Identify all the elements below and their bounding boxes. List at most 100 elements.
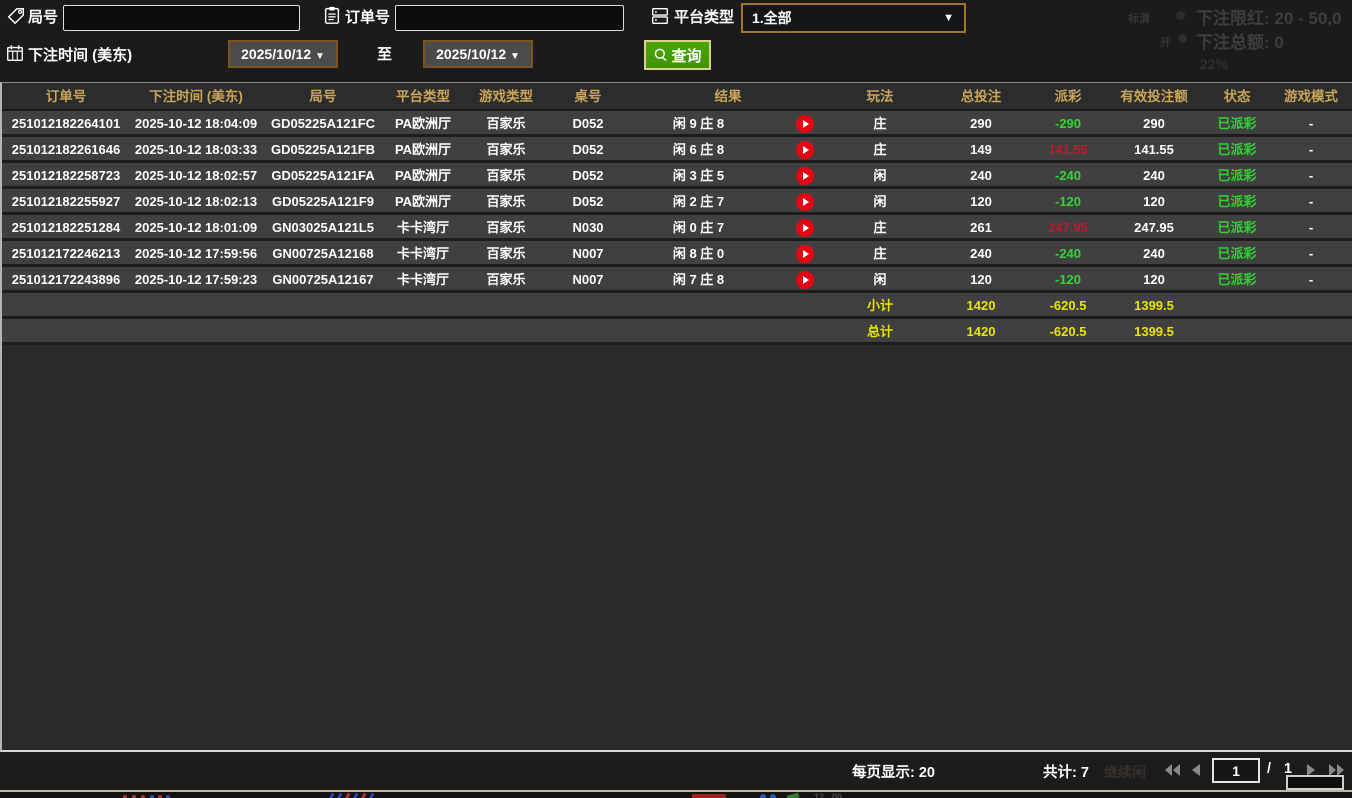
cell-result: 闲 8 庄 0 — [626, 241, 830, 267]
cell-bet-time: 2025-10-12 18:01:09 — [134, 220, 258, 235]
cell-status: 已派彩 — [1217, 142, 1257, 157]
replay-video-icon[interactable] — [796, 193, 814, 211]
cell-payout: -290 — [1054, 116, 1082, 131]
cell-round-id: GD05225A121FC — [270, 116, 376, 131]
table-row: 251012182255927 2025-10-12 18:02:13 GD05… — [2, 189, 1352, 215]
cell-payout: -240 — [1054, 168, 1082, 183]
cell-game-mode: - — [1308, 246, 1314, 261]
cell-game-mode: - — [1308, 116, 1314, 131]
cell-game-mode: - — [1308, 142, 1314, 157]
background-on-label: 开 — [1160, 37, 1171, 49]
cell-order-id: 251012182251284 — [11, 220, 121, 235]
round-number-input[interactable] — [63, 5, 300, 31]
cell-payout: -240 — [1054, 246, 1082, 261]
date-to-picker[interactable]: 2025/10/12 ▼ — [423, 40, 533, 68]
page-total: 1 — [1284, 761, 1293, 777]
last-page-icon[interactable] — [1328, 763, 1346, 777]
date-from-picker[interactable]: 2025/10/12 ▼ — [228, 40, 338, 68]
first-page-icon[interactable] — [1163, 763, 1181, 777]
cell-result: 闲 0 庄 7 — [626, 215, 830, 241]
orders-table: 订单号 下注时间 (美东) 局号 平台类型 游戏类型 桌号 结果 玩法 总投注 … — [0, 82, 1352, 752]
next-page-icon[interactable] — [1305, 763, 1317, 777]
query-button[interactable]: 查询 — [644, 40, 711, 70]
cell-valid-bet: 120 — [1143, 272, 1165, 287]
roadmap-bead-icon — [150, 795, 154, 798]
cell-payout: 247.95 — [1048, 220, 1088, 235]
cell-bet-time: 2025-10-12 18:02:57 — [134, 168, 258, 183]
col-header-play: 玩法 — [866, 89, 894, 104]
cell-platform: PA欧洲厅 — [394, 142, 452, 157]
platform-type-label: 平台类型 — [674, 9, 735, 26]
prev-page-icon[interactable] — [1190, 763, 1202, 777]
cell-total-bet: 290 — [970, 116, 992, 131]
replay-video-icon[interactable] — [796, 167, 814, 185]
cell-platform: 卡卡湾厅 — [396, 220, 449, 235]
order-number-label: 订单号 — [345, 9, 391, 26]
cell-order-id: 251012182258723 — [11, 168, 121, 183]
cell-valid-bet: 290 — [1143, 116, 1165, 131]
cell-game-mode: - — [1308, 272, 1314, 287]
cell-order-id: 251012172243896 — [11, 272, 121, 287]
roadmap-bead-icon — [141, 795, 145, 798]
table-row: 251012182264101 2025-10-12 18:04:09 GD05… — [2, 111, 1352, 137]
cell-table-id: N030 — [572, 220, 604, 235]
background-hd-label: 标清 — [1128, 13, 1150, 25]
replay-video-icon[interactable] — [796, 115, 814, 133]
total-row: 总计 1420 -620.5 1399.5 — [2, 319, 1352, 345]
cell-total-bet: 261 — [970, 220, 992, 235]
cell-game-type: 百家乐 — [486, 142, 526, 157]
date-to-label: 至 — [377, 46, 393, 63]
calendar-icon — [7, 45, 23, 61]
cell-game-type: 百家乐 — [486, 220, 526, 235]
replay-video-icon[interactable] — [796, 219, 814, 237]
background-bet-total: 下注总额: 0 — [1196, 33, 1284, 52]
replay-video-icon[interactable] — [796, 141, 814, 159]
cell-table-id: D052 — [572, 168, 604, 183]
col-header-order-id: 订单号 — [45, 89, 87, 104]
col-header-total-bet: 总投注 — [960, 89, 1002, 104]
page-number-input[interactable] — [1212, 758, 1260, 783]
chevron-down-icon: ▼ — [315, 51, 325, 62]
order-number-input[interactable] — [395, 5, 624, 31]
background-game-strip: 12 00 — [0, 790, 1352, 798]
cell-status: 已派彩 — [1217, 220, 1257, 235]
cell-play: 庄 — [873, 246, 887, 261]
cell-valid-bet: 240 — [1143, 168, 1165, 183]
cell-total-bet: 149 — [970, 142, 992, 157]
cell-result: 闲 6 庄 8 — [626, 137, 830, 163]
roadmap-tick-icon — [368, 792, 375, 798]
cell-game-type: 百家乐 — [486, 246, 526, 261]
cell-play: 庄 — [873, 142, 887, 157]
round-number-label: 局号 — [28, 9, 59, 26]
cell-round-id: GD05225A121F9 — [272, 194, 374, 209]
cell-round-id: GN00725A12168 — [272, 246, 374, 261]
cell-game-type: 百家乐 — [486, 194, 526, 209]
cell-play: 闲 — [873, 168, 887, 183]
background-number: 12 — [814, 792, 825, 798]
cell-table-id: D052 — [572, 194, 604, 209]
platform-type-dropdown[interactable]: 1.全部 ▼ — [741, 3, 966, 33]
cell-result: 闲 3 庄 5 — [626, 163, 830, 189]
col-header-table-id: 桌号 — [574, 89, 602, 104]
roadmap-bead-icon — [123, 795, 127, 798]
cell-platform: PA欧洲厅 — [394, 194, 452, 209]
chevron-down-icon: ▼ — [943, 12, 954, 24]
background-number: 00 — [832, 792, 843, 798]
table-row: 251012182261646 2025-10-12 18:03:33 GD05… — [2, 137, 1352, 163]
table-row: 251012182251284 2025-10-12 18:01:09 GN03… — [2, 215, 1352, 241]
roadmap-bead-icon — [132, 795, 136, 798]
roadmap-tick-icon — [352, 792, 359, 798]
search-icon — [655, 48, 668, 62]
cell-order-id: 251012182255927 — [11, 194, 121, 209]
chevron-down-icon: ▼ — [510, 51, 520, 62]
replay-video-icon[interactable] — [796, 271, 814, 289]
cell-table-id: D052 — [572, 116, 604, 131]
total-count-text: 共计: 7 — [1043, 765, 1089, 781]
total-payout: -620.5 — [1049, 324, 1087, 339]
cell-play: 庄 — [873, 220, 887, 235]
cell-bet-time: 2025-10-12 17:59:56 — [134, 246, 258, 261]
replay-video-icon[interactable] — [796, 245, 814, 263]
cell-platform: 卡卡湾厅 — [396, 246, 449, 261]
col-header-valid-bet: 有效投注额 — [1120, 89, 1188, 104]
cell-valid-bet: 247.95 — [1134, 220, 1174, 235]
